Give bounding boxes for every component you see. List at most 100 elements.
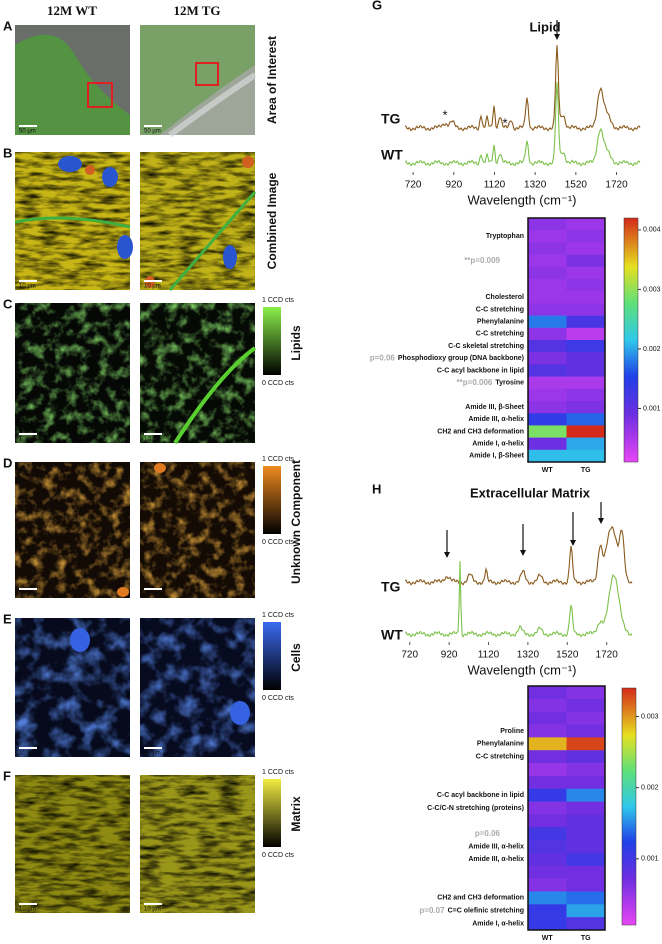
x-tick-label: 1320 — [517, 650, 540, 661]
heatmap-cell — [528, 686, 567, 700]
heatmap-cell — [528, 801, 567, 815]
column-label: TG — [581, 467, 591, 474]
side-label: Area of Interest — [265, 36, 279, 124]
row-label: Amide I, α-helix — [472, 920, 524, 927]
heatmap-cell — [566, 904, 605, 918]
significance-note: **p=0.009 — [464, 256, 500, 265]
heatmap-border — [527, 217, 606, 463]
spectrum-trace — [405, 82, 641, 167]
heatmap-cell — [566, 840, 605, 854]
scale-bar-label: 10 µm — [19, 284, 36, 290]
heatmap-cell — [528, 413, 567, 426]
x-tick-label: 1120 — [478, 650, 500, 661]
colorbar — [263, 307, 281, 375]
fiber — [14, 216, 131, 229]
heatmap-cell — [528, 724, 567, 738]
trace-label: TG — [381, 579, 401, 595]
scale-bar-label: 10 µm — [19, 592, 36, 598]
row-label: C-C stretching — [476, 753, 524, 760]
heatmap-cell — [528, 376, 567, 390]
heatmap-cell — [528, 364, 567, 377]
colorbar-tick-label: 0.002 — [643, 346, 661, 353]
heatmap-border — [527, 685, 606, 931]
colorbar — [263, 466, 281, 534]
heatmap-cell — [528, 711, 567, 725]
row-label: C-C/C-N stretching (proteins) — [427, 805, 524, 812]
colorbar-label: 1 CCD cts — [262, 297, 294, 304]
image-texture — [140, 462, 255, 598]
side-label: Combined Image — [265, 172, 279, 269]
column-label: WT — [542, 467, 554, 474]
row-label: Amide III, α-helix — [468, 856, 524, 863]
spectrum-title: Lipid — [529, 19, 560, 34]
x-tick-label: 720 — [401, 650, 418, 661]
scale-bar-label: 10 µm — [19, 907, 36, 913]
arrow-head — [570, 540, 576, 546]
side-label: Lipids — [289, 325, 303, 361]
tissue — [15, 34, 130, 135]
image-texture — [15, 462, 130, 598]
heatmap-cell — [528, 254, 567, 268]
heatmap-cell — [566, 230, 605, 243]
side-label: Unknown Component — [289, 460, 303, 584]
roi-box — [87, 82, 113, 108]
heatmap-cell — [566, 437, 605, 451]
fiber — [173, 346, 257, 445]
heatmap-cell — [566, 315, 605, 329]
colorbar-tick-label: 0.004 — [643, 227, 661, 234]
heatmap-cell — [566, 376, 605, 390]
x-tick-label: 1720 — [596, 650, 619, 661]
heatmap-cell — [528, 352, 567, 365]
heatmap-cell — [566, 698, 605, 712]
side-label: Matrix — [289, 796, 303, 832]
row-label: Amide I, β-Sheet — [469, 453, 525, 460]
x-tick-label: 1120 — [484, 180, 506, 191]
heatmap-cell — [566, 724, 605, 738]
arrow-head — [520, 550, 526, 556]
heatmap-cell — [566, 686, 605, 700]
heatmap-cell — [528, 917, 567, 931]
colorbar-label: 1 CCD cts — [262, 612, 294, 619]
panel-letter: F — [3, 768, 11, 783]
heatmap-cell — [566, 737, 605, 751]
x-tick-label: 720 — [405, 180, 422, 191]
blob — [154, 463, 166, 473]
colorbar-label: 1 CCD cts — [262, 769, 294, 776]
blob — [102, 167, 118, 187]
row-label: Amide III, α-helix — [468, 843, 524, 850]
heatmap-cell — [566, 711, 605, 725]
image-texture — [140, 775, 255, 913]
heatmap-cell — [566, 266, 605, 280]
fiber — [168, 191, 257, 291]
row-label: C-C acyl backbone in lipid — [437, 367, 524, 374]
row-label: Amide I, α-helix — [472, 441, 524, 448]
heatmap-cell — [528, 279, 567, 292]
heatmap-cell — [566, 827, 605, 841]
heatmap-cell — [528, 775, 567, 790]
blob — [117, 587, 129, 597]
heatmap-cell — [528, 230, 567, 243]
annotation: * — [442, 107, 447, 122]
x-tick-label: 920 — [441, 650, 458, 661]
heatmap-cell — [528, 750, 567, 764]
row-label: Amide III, β-Sheet — [465, 404, 524, 411]
blob — [70, 628, 90, 652]
heatmap-cell — [528, 840, 567, 854]
x-tick-label: 1520 — [556, 650, 579, 661]
panel-letter: H — [372, 481, 381, 496]
heatmap-cell — [566, 449, 605, 463]
column-label: TG — [581, 935, 591, 942]
x-tick-label: 1320 — [524, 180, 547, 191]
heatmap-cell — [528, 401, 567, 414]
heatmap-cell — [566, 878, 605, 892]
heatmap-cell — [528, 852, 567, 867]
heatmap-cell — [528, 291, 567, 304]
colorbar — [623, 217, 639, 463]
image-texture — [140, 303, 255, 443]
heatmap-cell — [528, 449, 567, 463]
colorbar — [621, 687, 637, 926]
heatmap-cell — [528, 315, 567, 329]
heatmap-cell — [566, 388, 605, 402]
image-texture — [140, 152, 255, 290]
colorbar-tick-label: 0.003 — [643, 286, 661, 293]
